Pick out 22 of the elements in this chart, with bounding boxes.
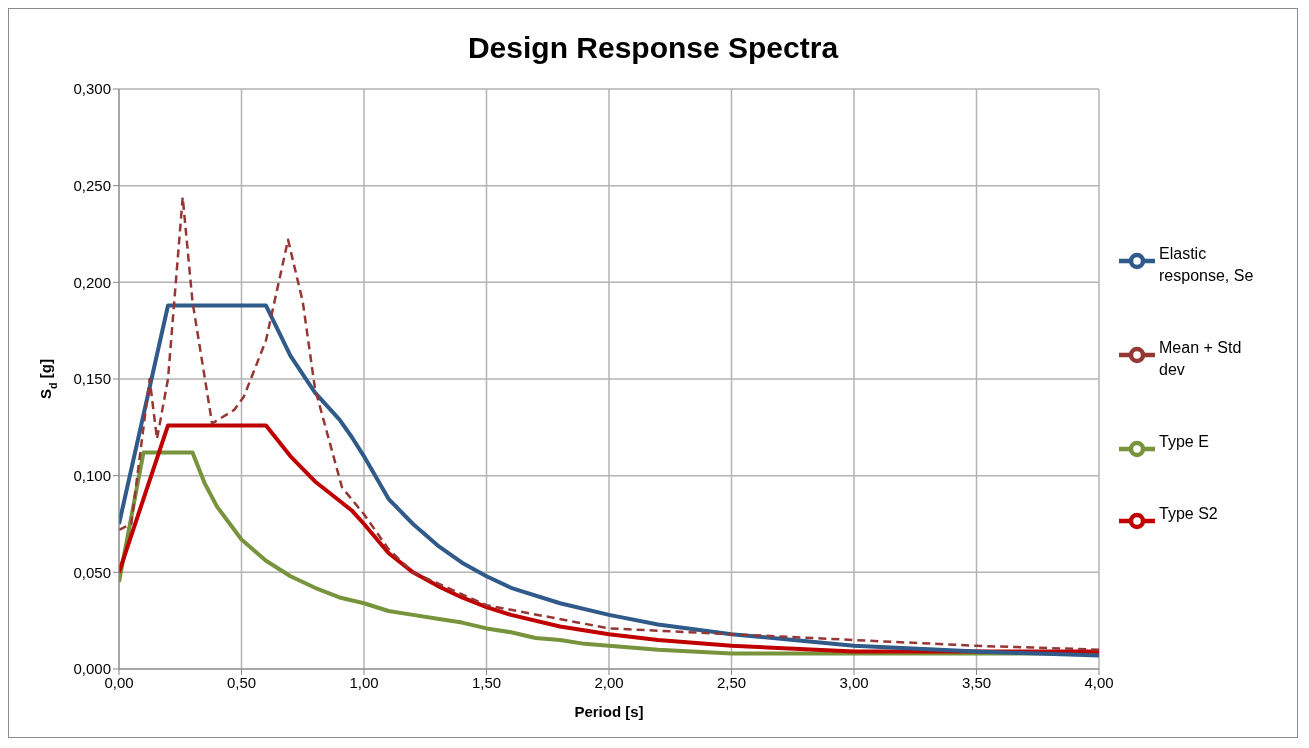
y-tick-label: 0,100 [73, 466, 111, 484]
legend-label: Mean + Std dev [1159, 338, 1243, 380]
x-axis-title: Period [s] [574, 703, 644, 720]
x-tick-label: 4,00 [1084, 673, 1114, 691]
legend-label: Type S2 [1159, 504, 1219, 524]
x-tick-label: 1,50 [471, 673, 502, 691]
chart-title: Design Response Spectra [466, 30, 840, 66]
legend-label: Type E [1159, 432, 1210, 452]
y-tick-label: 0,150 [73, 370, 111, 388]
x-tick-label: 1,00 [349, 673, 379, 691]
line-series [119, 303, 1099, 658]
y-tick-label: 0,050 [73, 563, 111, 581]
x-tick-label: 0,50 [226, 673, 257, 691]
x-tick-label: 3,50 [961, 673, 992, 691]
x-tick-label: 2,00 [594, 673, 624, 691]
y-tick-label: 0,200 [73, 273, 111, 291]
x-tick-label: 2,50 [716, 673, 747, 691]
legend-label: Elastic response, Se [1159, 244, 1255, 286]
line-series [119, 196, 1099, 651]
y-tick-label: 0,300 [73, 80, 111, 98]
y-tick-label: 0,250 [73, 176, 111, 194]
x-tick-label: 3,00 [839, 673, 869, 691]
